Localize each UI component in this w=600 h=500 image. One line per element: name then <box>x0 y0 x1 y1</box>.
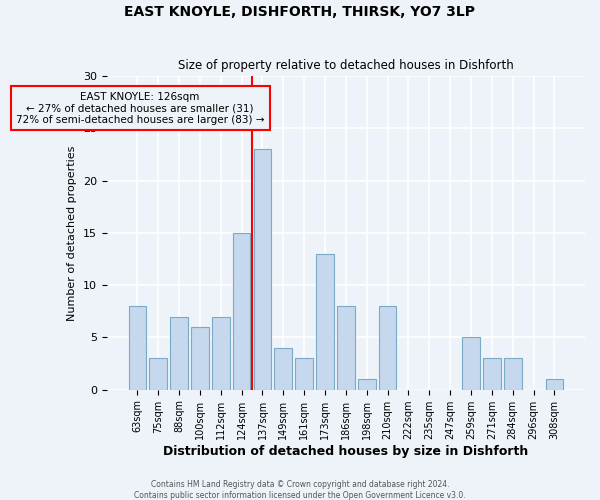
Bar <box>462 338 480 390</box>
Bar <box>483 358 501 390</box>
Text: EAST KNOYLE: 126sqm
← 27% of detached houses are smaller (31)
72% of semi-detach: EAST KNOYLE: 126sqm ← 27% of detached ho… <box>16 92 265 125</box>
Bar <box>337 306 355 390</box>
Bar <box>545 380 563 390</box>
Bar <box>316 254 334 390</box>
Bar <box>212 316 230 390</box>
Bar <box>191 327 209 390</box>
Bar <box>233 233 250 390</box>
Bar <box>149 358 167 390</box>
Y-axis label: Number of detached properties: Number of detached properties <box>67 145 77 320</box>
Bar <box>504 358 521 390</box>
Text: Contains HM Land Registry data © Crown copyright and database right 2024.
Contai: Contains HM Land Registry data © Crown c… <box>134 480 466 500</box>
Title: Size of property relative to detached houses in Dishforth: Size of property relative to detached ho… <box>178 59 514 72</box>
Bar <box>295 358 313 390</box>
Bar <box>379 306 397 390</box>
Text: EAST KNOYLE, DISHFORTH, THIRSK, YO7 3LP: EAST KNOYLE, DISHFORTH, THIRSK, YO7 3LP <box>125 5 476 19</box>
X-axis label: Distribution of detached houses by size in Dishforth: Distribution of detached houses by size … <box>163 444 529 458</box>
Bar <box>170 316 188 390</box>
Bar <box>274 348 292 390</box>
Bar <box>358 380 376 390</box>
Bar <box>254 149 271 390</box>
Bar <box>128 306 146 390</box>
